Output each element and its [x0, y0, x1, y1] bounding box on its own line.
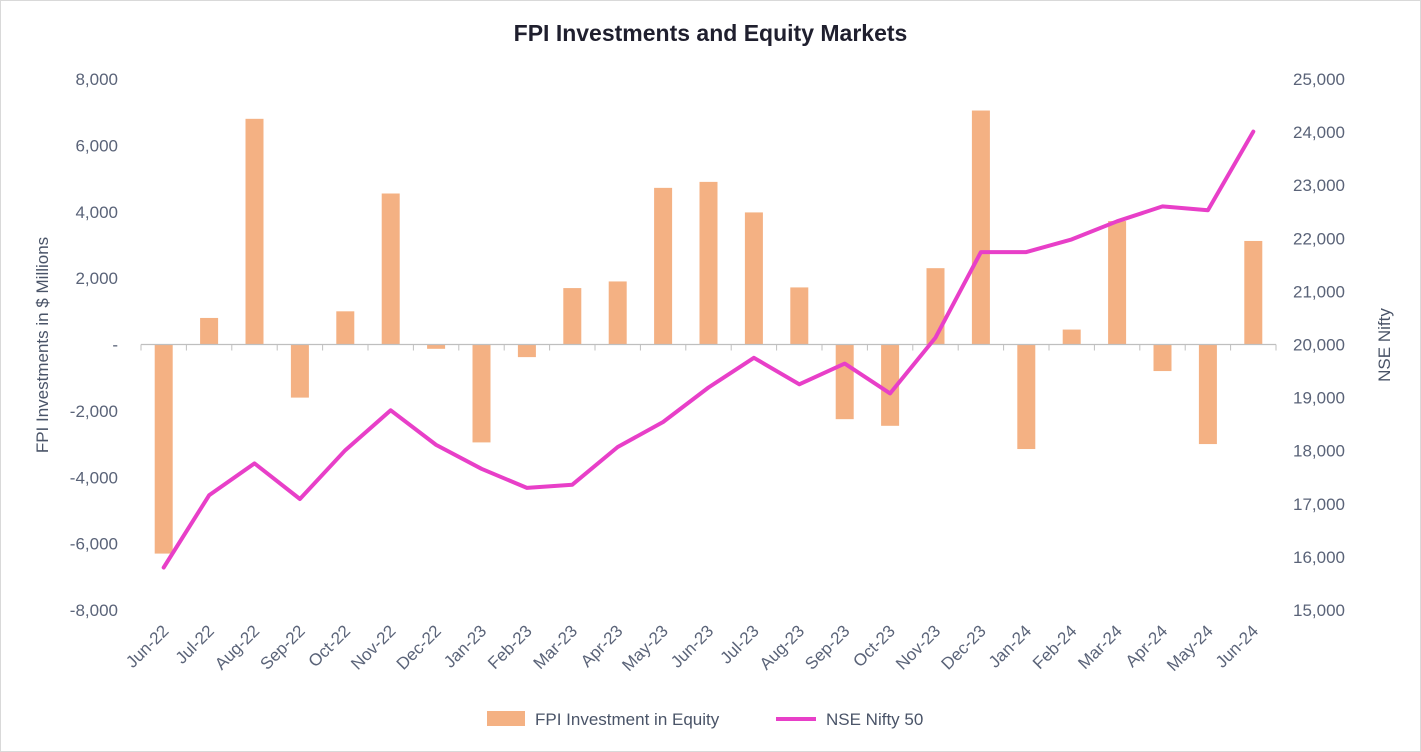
- left-axis-tick-label: -: [112, 336, 118, 355]
- right-axis-tick-label: 22,000: [1293, 229, 1345, 248]
- right-axis-tick-label: 19,000: [1293, 389, 1345, 408]
- right-axis-tick-label: 15,000: [1293, 601, 1345, 620]
- x-tick-label: Oct-22: [305, 621, 355, 671]
- left-axis-tick-label: -4,000: [70, 468, 118, 487]
- fpi-bar: [336, 311, 355, 345]
- left-axis-tick-label: 2,000: [75, 269, 118, 288]
- left-axis-tick-label: -2,000: [70, 402, 118, 421]
- x-tick-label: Dec-22: [393, 621, 445, 673]
- fpi-bar: [790, 287, 809, 345]
- fpi-bar: [654, 187, 673, 345]
- fpi-bar: [245, 118, 264, 345]
- x-tick-label: May-24: [1163, 621, 1217, 675]
- fpi-bar: [563, 288, 582, 345]
- x-tick-label: Nov-23: [892, 621, 944, 673]
- left-axis-title: FPI Investments in $ Millions: [33, 237, 52, 453]
- x-tick-label: Aug-22: [211, 621, 263, 673]
- x-tick-label: Sep-22: [257, 621, 309, 673]
- right-axis-ticks: 25,000 24,000 23,000 22,000 21,000 20,000 19,0…: [1293, 70, 1345, 620]
- right-axis-tick-label: 16,000: [1293, 548, 1345, 567]
- x-tick-label: Sep-23: [801, 621, 853, 673]
- x-tick-label: Jun-22: [122, 621, 172, 671]
- legend: FPI Investment in Equity NSE Nifty 50: [487, 710, 923, 729]
- right-axis-tick-label: 17,000: [1293, 495, 1345, 514]
- x-tick-label: Mar-23: [530, 621, 582, 673]
- x-tick-label: Jan-24: [985, 621, 1035, 671]
- fpi-bar: [1062, 329, 1081, 345]
- x-tick-label: May-23: [618, 621, 672, 675]
- left-axis-tick-label: -8,000: [70, 601, 118, 620]
- legend-bar-label: FPI Investment in Equity: [535, 710, 720, 729]
- fpi-bar: [699, 181, 718, 345]
- chart-title: FPI Investments and Equity Markets: [513, 20, 908, 46]
- left-axis-tick-label: -6,000: [70, 535, 118, 554]
- x-tick-label: Feb-23: [484, 621, 536, 673]
- x-tick-label: Jun-23: [667, 621, 717, 671]
- x-tick-label: Jun-24: [1212, 621, 1262, 671]
- right-axis-title: NSE Nifty: [1375, 308, 1394, 382]
- fpi-bar: [744, 212, 763, 345]
- right-axis-tick-label: 18,000: [1293, 442, 1345, 461]
- fpi-bar: [427, 344, 446, 349]
- right-axis-tick-label: 21,000: [1293, 282, 1345, 301]
- x-tick-label: Jan-23: [440, 621, 490, 671]
- fpi-bar: [1108, 221, 1127, 345]
- right-axis-tick-label: 23,000: [1293, 176, 1345, 195]
- fpi-bar: [1244, 240, 1263, 345]
- x-tick-label: Feb-24: [1029, 621, 1081, 673]
- fpi-bar: [835, 344, 854, 420]
- right-axis-tick-label: 20,000: [1293, 336, 1345, 355]
- fpi-bar: [517, 344, 536, 358]
- fpi-bar: [926, 268, 945, 345]
- fpi-bar: [472, 344, 491, 443]
- legend-bar-swatch: [487, 711, 525, 726]
- left-axis-ticks: 8,000 6,000 4,000 2,000 - -2,000 -4,000 -6,000 -…: [70, 70, 118, 620]
- left-axis-tick-label: 6,000: [75, 136, 118, 155]
- fpi-bar: [290, 344, 309, 398]
- fpi-bar: [154, 344, 173, 554]
- fpi-bar: [200, 317, 219, 345]
- x-tick-label: Oct-23: [849, 621, 899, 671]
- x-tick-label: Nov-22: [347, 621, 399, 673]
- fpi-bar: [1198, 344, 1217, 445]
- fpi-bar: [881, 344, 900, 426]
- fpi-bar: [1017, 344, 1036, 450]
- right-axis-tick-label: 25,000: [1293, 70, 1345, 89]
- x-tick-label: Dec-23: [938, 621, 990, 673]
- x-tick-label: Aug-23: [756, 621, 808, 673]
- legend-line-label: NSE Nifty 50: [826, 710, 923, 729]
- fpi-bar: [1153, 344, 1172, 372]
- fpi-bar: [971, 110, 990, 345]
- left-axis-tick-label: 8,000: [75, 70, 118, 89]
- fpi-bar: [608, 281, 627, 345]
- left-axis-tick-label: 4,000: [75, 203, 118, 222]
- nifty-line-series: [161, 129, 1256, 570]
- x-tick-label: Mar-24: [1074, 621, 1126, 673]
- fpi-bar: [381, 193, 400, 345]
- bar-series: [154, 110, 1263, 554]
- right-axis-tick-label: 24,000: [1293, 123, 1345, 142]
